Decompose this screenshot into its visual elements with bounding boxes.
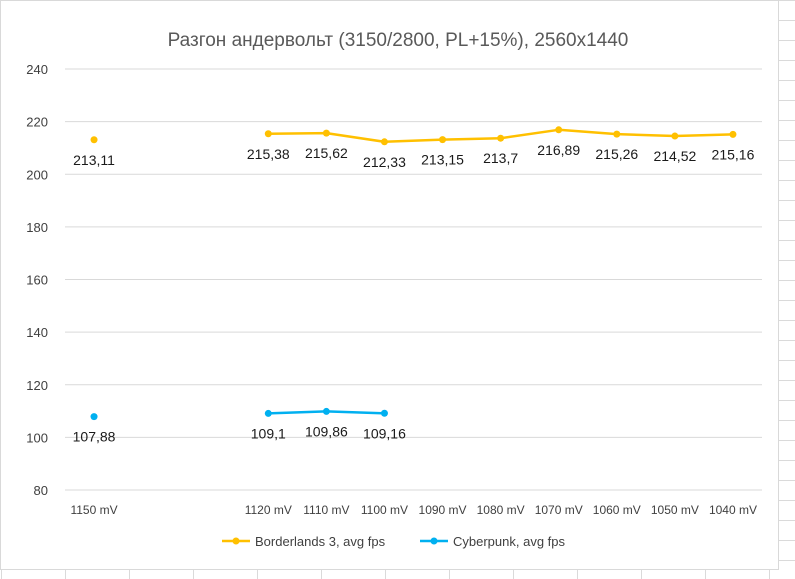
- x-tick-label: 1120 mV: [245, 503, 292, 517]
- borderlands-data-label: 215,38: [247, 146, 290, 162]
- x-tick-label: 1100 mV: [361, 503, 408, 517]
- x-tick-label: 1080 mV: [477, 503, 525, 517]
- x-tick-label: 1050 mV: [651, 503, 699, 517]
- borderlands-data-point[interactable]: [380, 138, 388, 146]
- cyberpunk-data-label: 109,1: [251, 425, 286, 441]
- cyberpunk-data-label: 107,88: [73, 429, 116, 445]
- borderlands-data-point[interactable]: [613, 130, 621, 138]
- cyberpunk-legend-marker: [430, 537, 438, 545]
- y-tick-label: 180: [26, 220, 48, 235]
- borderlands-data-label: 213,15: [421, 152, 464, 168]
- y-tick-label: 140: [26, 325, 48, 340]
- borderlands-legend-marker: [232, 537, 240, 545]
- borderlands-data-label: 215,62: [305, 145, 348, 161]
- cyberpunk-legend-entry[interactable]: Cyberpunk, avg fps: [420, 534, 566, 549]
- cyberpunk-data-point[interactable]: [380, 409, 388, 417]
- borderlands-data-label: 215,26: [595, 146, 638, 162]
- borderlands-data-label: 214,52: [653, 148, 696, 164]
- y-tick-label: 220: [26, 115, 48, 130]
- borderlands-data-point[interactable]: [555, 126, 563, 134]
- borderlands-data-point[interactable]: [439, 136, 447, 144]
- x-tick-label: 1110 mV: [303, 503, 349, 517]
- borderlands-data-label: 213,7: [483, 150, 518, 166]
- borderlands-data-label: 216,89: [537, 142, 580, 158]
- borderlands-data-point[interactable]: [497, 134, 505, 142]
- borderlands-data-point[interactable]: [729, 130, 737, 138]
- borderlands-data-label: 213,11: [73, 152, 115, 168]
- borderlands-data-label: 212,33: [363, 154, 406, 170]
- cyberpunk-data-point[interactable]: [90, 413, 98, 421]
- y-tick-label: 240: [26, 62, 48, 77]
- chart-area[interactable]: [0, 0, 779, 570]
- borderlands-legend-label: Borderlands 3, avg fps: [255, 534, 386, 549]
- y-tick-label: 200: [26, 167, 48, 182]
- borderlands-data-point[interactable]: [322, 129, 330, 137]
- x-tick-label: 1060 mV: [593, 503, 641, 517]
- y-tick-label: 80: [34, 483, 48, 498]
- borderlands-legend-entry[interactable]: Borderlands 3, avg fps: [222, 534, 386, 549]
- x-tick-label: 1070 mV: [535, 503, 583, 517]
- cyberpunk-data-label: 109,16: [363, 425, 406, 441]
- cyberpunk-data-point[interactable]: [322, 407, 330, 415]
- x-tick-label: 1040 mV: [709, 503, 757, 517]
- chart-title: Разгон андервольт (3150/2800, PL+15%), 2…: [168, 30, 629, 51]
- borderlands-data-point[interactable]: [90, 136, 98, 144]
- cyberpunk-data-label: 109,86: [305, 423, 348, 439]
- cyberpunk-legend-label: Cyberpunk, avg fps: [453, 534, 566, 549]
- y-tick-label: 120: [26, 378, 48, 393]
- borderlands-data-point[interactable]: [264, 130, 272, 138]
- cyberpunk-data-point[interactable]: [264, 409, 272, 417]
- borderlands-data-label: 215,16: [712, 146, 755, 162]
- borderlands-data-point[interactable]: [671, 132, 679, 140]
- y-tick-label: 100: [26, 430, 48, 445]
- y-tick-label: 160: [26, 273, 48, 288]
- x-tick-label: 1150 mV: [70, 503, 117, 517]
- x-tick-label: 1090 mV: [419, 503, 467, 517]
